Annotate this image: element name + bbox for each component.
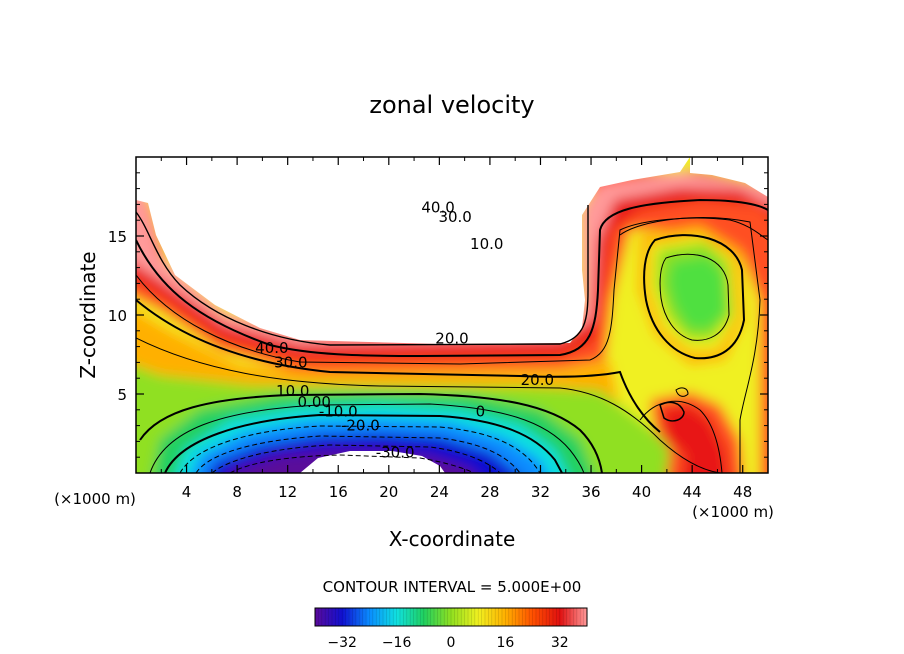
x-axis: 4 8 12 16 20 24 28 32 36 40 44 48 [160, 157, 752, 501]
x-axis-unit-left: (×1000 m) [54, 490, 136, 508]
contour-label: 30.0 [274, 353, 307, 371]
x-axis-unit-right: (×1000 m) [692, 503, 774, 521]
contour-label: -20.0 [341, 417, 380, 435]
contour-label: 20.0 [435, 330, 468, 348]
x-tick-label: 32 [531, 483, 550, 501]
plume-40 [660, 405, 728, 473]
chart-title: zonal velocity [369, 91, 534, 119]
contour-label: 0 [476, 402, 486, 420]
x-tick-label: 36 [581, 483, 600, 501]
contour-label: 40.0 [421, 199, 454, 217]
colorbar-segments [318, 608, 584, 626]
colorbar-tick-label: 32 [551, 635, 569, 651]
x-tick-label: 40 [632, 483, 651, 501]
x-tick-label: 8 [232, 483, 242, 501]
colorbar-tick-label: 0 [447, 635, 456, 651]
y-axis-label: Z-coordinate [76, 251, 100, 378]
x-tick-label: 12 [278, 483, 297, 501]
y-tick-label: 5 [117, 386, 127, 404]
contour-label: 0.00 [298, 393, 331, 411]
colorbar-tick-label: −16 [382, 635, 412, 651]
undefined-bottom-region [300, 451, 445, 473]
x-tick-label: 24 [430, 483, 449, 501]
colorbar-frame [314, 607, 588, 627]
colorbar [315, 608, 587, 626]
undefined-corner-region [690, 157, 768, 197]
contour-lines [136, 198, 768, 473]
contour-label: 10.0 [276, 382, 309, 400]
y-axis: 5 10 15 [108, 172, 768, 458]
x-tick-label: 20 [379, 483, 398, 501]
y-tick-label: 10 [108, 307, 127, 325]
colorbar-ticks: −32 −16 0 16 32 [327, 635, 568, 651]
x-tick-label: 4 [182, 483, 192, 501]
undefined-upper-region [136, 157, 690, 344]
contour-label: 10.0 [470, 235, 503, 253]
contour-label: 20.0 [521, 371, 554, 389]
colorbar-tick-label: −32 [327, 635, 357, 651]
cell-5 [668, 256, 726, 330]
x-tick-label: 28 [480, 483, 499, 501]
x-tick-label: 16 [329, 483, 348, 501]
contour-labels: 40.030.020.010.00.00-10.0-20.0-30.040.03… [255, 199, 554, 462]
x-axis-label: X-coordinate [389, 527, 516, 551]
velocity-field: 40.030.020.010.00.00-10.0-20.0-30.040.03… [136, 157, 768, 473]
colorbar-tick-label: 16 [496, 635, 514, 651]
contour-interval-note: CONTOUR INTERVAL = 5.000E+00 [323, 578, 582, 596]
contour-label: 30.0 [438, 208, 471, 226]
x-tick-label: 44 [683, 483, 702, 501]
band-30 [136, 170, 768, 473]
x-tick-label: 48 [733, 483, 752, 501]
contour-label: -10.0 [319, 402, 358, 420]
y-tick-label: 15 [108, 228, 127, 246]
contour-label: -30.0 [376, 443, 415, 461]
contour-label: 40.0 [255, 339, 288, 357]
